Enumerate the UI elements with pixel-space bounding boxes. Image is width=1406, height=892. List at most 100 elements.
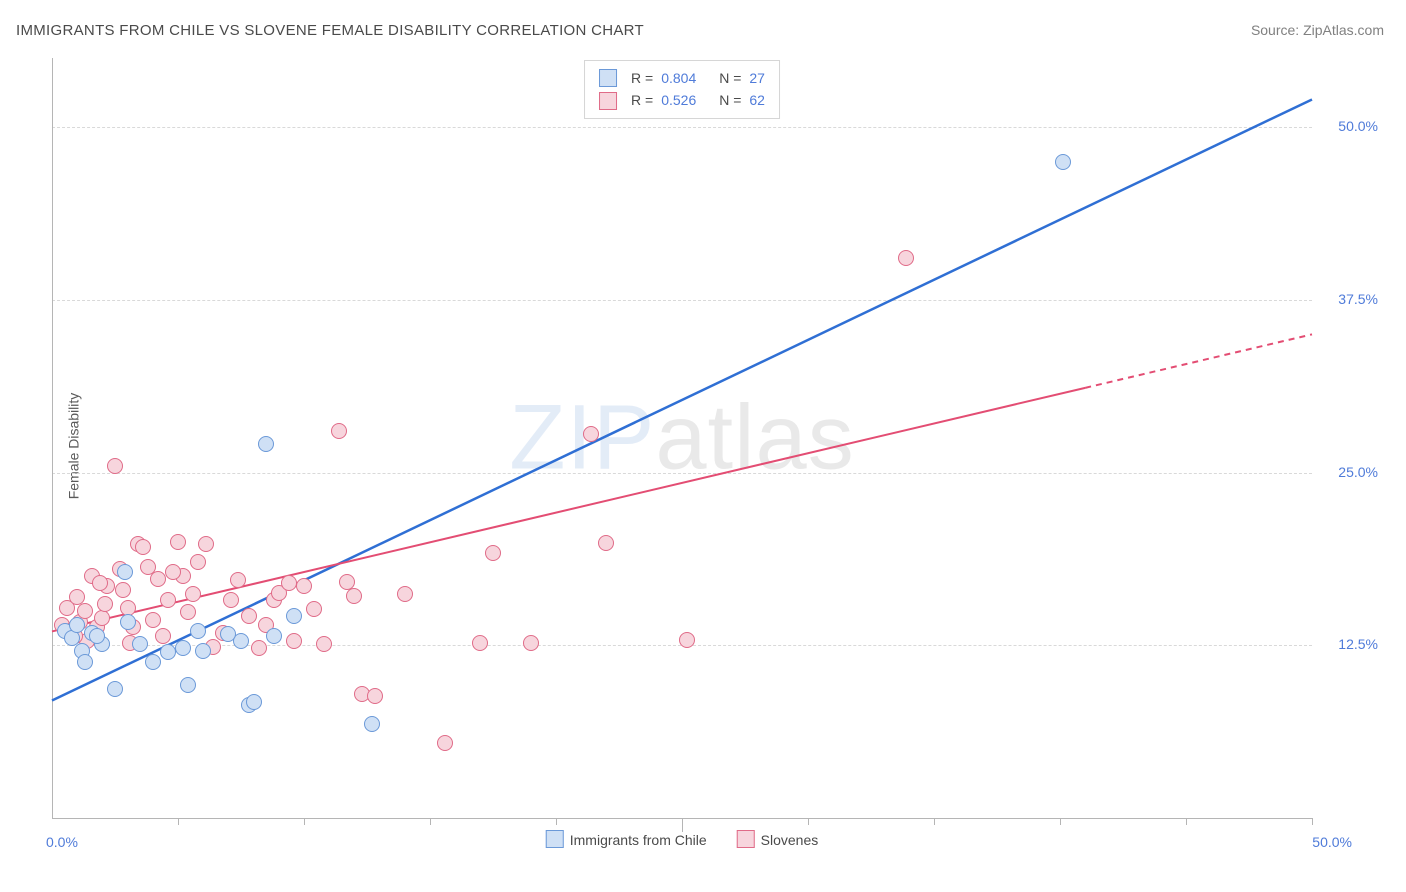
data-point	[397, 586, 413, 602]
data-point	[230, 572, 246, 588]
data-point	[160, 644, 176, 660]
x-axis-legend: Immigrants from Chile Slovenes	[546, 830, 819, 848]
legend-n-prefix: N =	[719, 67, 741, 89]
x-legend-swatch	[737, 830, 755, 848]
data-point	[583, 426, 599, 442]
data-point	[107, 458, 123, 474]
data-point	[190, 554, 206, 570]
y-tick-label: 25.0%	[1338, 464, 1378, 480]
y-tick-label: 50.0%	[1338, 118, 1378, 134]
data-point	[175, 640, 191, 656]
data-point	[367, 688, 383, 704]
data-point	[485, 545, 501, 561]
data-point	[155, 628, 171, 644]
source-label: Source: ZipAtlas.com	[1251, 22, 1384, 38]
data-point	[180, 604, 196, 620]
data-point	[107, 681, 123, 697]
x-minor-tick	[1312, 818, 1313, 825]
data-point	[286, 608, 302, 624]
data-point	[898, 250, 914, 266]
legend-swatch	[599, 92, 617, 110]
x-minor-tick	[430, 818, 431, 825]
y-tick-label: 37.5%	[1338, 291, 1378, 307]
data-point	[69, 617, 85, 633]
legend-row: R = 0.804 N = 27	[599, 67, 765, 89]
x-origin-label: 0.0%	[46, 834, 78, 850]
data-point	[220, 626, 236, 642]
x-minor-tick	[934, 818, 935, 825]
data-point	[150, 571, 166, 587]
data-point	[331, 423, 347, 439]
data-point	[258, 436, 274, 452]
chart-title: IMMIGRANTS FROM CHILE VS SLOVENE FEMALE …	[16, 22, 644, 39]
data-point	[598, 535, 614, 551]
legend-n-value: 27	[749, 67, 765, 89]
x-legend-item: Slovenes	[737, 830, 819, 848]
data-point	[145, 654, 161, 670]
x-minor-tick	[808, 818, 809, 825]
data-point	[180, 677, 196, 693]
data-point	[117, 564, 133, 580]
data-point	[115, 582, 131, 598]
x-axis	[52, 818, 1312, 819]
data-point	[223, 592, 239, 608]
legend-r-prefix: R =	[631, 89, 653, 111]
correlation-legend: R = 0.804 N = 27 R = 0.526 N = 62	[584, 60, 780, 119]
x-minor-tick	[1186, 818, 1187, 825]
data-point	[97, 596, 113, 612]
data-point	[132, 636, 148, 652]
legend-r-value: 0.804	[661, 67, 711, 89]
data-point	[1055, 154, 1071, 170]
data-point	[251, 640, 267, 656]
data-point	[120, 614, 136, 630]
x-legend-item: Immigrants from Chile	[546, 830, 707, 848]
data-point	[195, 643, 211, 659]
plot-area: ZIPatlas 12.5%25.0%37.5%50.0%0.0%50.0%R …	[52, 58, 1312, 818]
data-point	[437, 735, 453, 751]
x-legend-label: Immigrants from Chile	[570, 832, 707, 848]
data-point	[190, 623, 206, 639]
data-point	[316, 636, 332, 652]
legend-r-prefix: R =	[631, 67, 653, 89]
data-point	[281, 575, 297, 591]
data-point	[77, 654, 93, 670]
data-point	[296, 578, 312, 594]
data-point	[89, 628, 105, 644]
x-minor-tick	[1060, 818, 1061, 825]
trend-line-dashed	[1085, 334, 1312, 387]
x-end-label: 50.0%	[1312, 834, 1352, 850]
legend-row: R = 0.526 N = 62	[599, 89, 765, 111]
data-point	[364, 716, 380, 732]
data-point	[241, 608, 257, 624]
legend-n-prefix: N =	[719, 89, 741, 111]
data-point	[679, 632, 695, 648]
data-point	[165, 564, 181, 580]
data-point	[94, 610, 110, 626]
trend-line	[52, 99, 1312, 700]
data-point	[246, 694, 262, 710]
x-legend-label: Slovenes	[761, 832, 819, 848]
x-minor-tick	[556, 818, 557, 825]
data-point	[346, 588, 362, 604]
data-point	[135, 539, 151, 555]
data-point	[523, 635, 539, 651]
x-minor-tick	[178, 818, 179, 825]
data-point	[472, 635, 488, 651]
data-point	[306, 601, 322, 617]
data-point	[92, 575, 108, 591]
data-point	[286, 633, 302, 649]
data-point	[160, 592, 176, 608]
legend-swatch	[599, 69, 617, 87]
x-minor-tick	[304, 818, 305, 825]
data-point	[198, 536, 214, 552]
trend-line	[52, 388, 1085, 632]
y-tick-label: 12.5%	[1338, 636, 1378, 652]
data-point	[266, 628, 282, 644]
x-legend-swatch	[546, 830, 564, 848]
chart-container: IMMIGRANTS FROM CHILE VS SLOVENE FEMALE …	[0, 0, 1406, 892]
legend-n-value: 62	[749, 89, 765, 111]
data-point	[170, 534, 186, 550]
data-point	[185, 586, 201, 602]
legend-r-value: 0.526	[661, 89, 711, 111]
data-point	[145, 612, 161, 628]
